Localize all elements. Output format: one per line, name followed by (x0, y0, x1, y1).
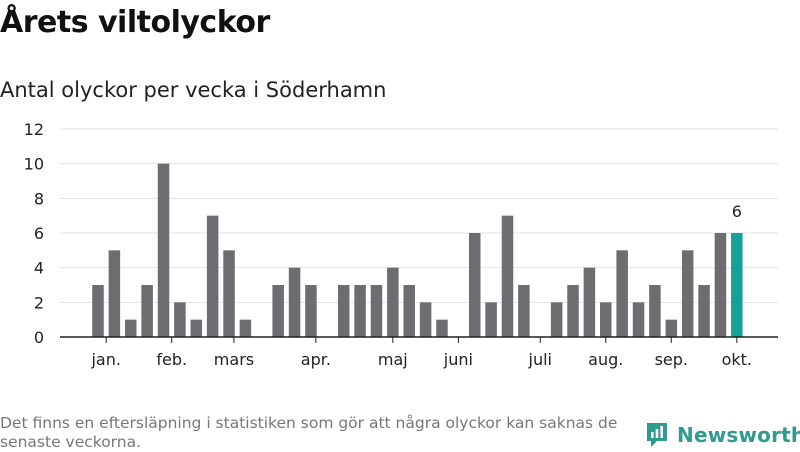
bar (403, 285, 415, 337)
bar (370, 285, 383, 337)
bar (616, 250, 628, 337)
bar (567, 285, 579, 337)
bar (665, 319, 678, 337)
y-tick-label: 0 (34, 328, 44, 347)
y-tick-label: 2 (34, 293, 44, 312)
bar (698, 285, 710, 337)
bar (681, 250, 694, 337)
bars (92, 163, 743, 337)
bar-chart: 0 2 4 6 8 10 12 jan. feb. mars apr. maj juni juli aug… (24, 120, 778, 369)
bar (550, 302, 563, 337)
bar (125, 319, 137, 337)
bar (436, 319, 448, 337)
x-tick-label: jan. (90, 350, 120, 369)
x-tick-label: mars (214, 350, 254, 369)
bar (485, 302, 497, 337)
bar (600, 302, 612, 337)
bar (206, 215, 219, 337)
bar (419, 302, 432, 337)
bar (468, 233, 481, 337)
bar (337, 285, 350, 337)
data-labels: 6 (732, 202, 742, 221)
footnote: Det finns en eftersläpning i statistiken… (0, 414, 618, 451)
bar (501, 215, 514, 337)
x-tick-label: okt. (722, 350, 752, 369)
chart-title: Årets viltolyckor (0, 5, 270, 40)
bar-value-label: 6 (732, 202, 742, 221)
x-tick-label: sep. (655, 350, 688, 369)
bar (223, 250, 235, 337)
bar (190, 319, 203, 337)
bar (157, 163, 170, 337)
x-tick-label: feb. (156, 350, 187, 369)
newsworthy-logo-icon (647, 423, 667, 447)
y-tick-label: 8 (34, 189, 44, 208)
x-tick-label: aug. (588, 350, 623, 369)
chart-subtitle: Antal olyckor per vecka i Söderhamn (0, 78, 387, 102)
y-tick-label: 6 (34, 224, 44, 243)
bar (354, 285, 366, 337)
x-tick-label: juni (443, 350, 473, 369)
y-tick-label: 10 (24, 155, 44, 174)
bar (92, 285, 104, 337)
bar (239, 319, 252, 337)
bar (632, 302, 645, 337)
y-tick-label: 12 (24, 120, 44, 139)
bar (387, 267, 399, 337)
bar (141, 285, 153, 337)
bar (288, 267, 301, 337)
brand-name: Newsworthy (677, 423, 800, 447)
bar (272, 285, 284, 337)
bar (649, 285, 661, 337)
brand-logo[interactable]: Newsworthy (645, 420, 800, 450)
bar (518, 285, 530, 337)
x-axis: jan. feb. mars apr. maj juni juli aug. sep. okt. (60, 336, 778, 369)
bar (108, 250, 121, 337)
y-axis-ticks: 0 2 4 6 8 10 12 (24, 120, 44, 347)
bar (305, 285, 317, 337)
bar (174, 302, 186, 337)
bar (583, 267, 596, 337)
bar (714, 233, 727, 337)
bar-highlighted (731, 233, 743, 337)
x-tick-label: maj (378, 350, 408, 369)
x-tick-label: juli (528, 350, 552, 369)
y-tick-label: 4 (34, 259, 44, 278)
x-tick-label: apr. (301, 350, 331, 369)
